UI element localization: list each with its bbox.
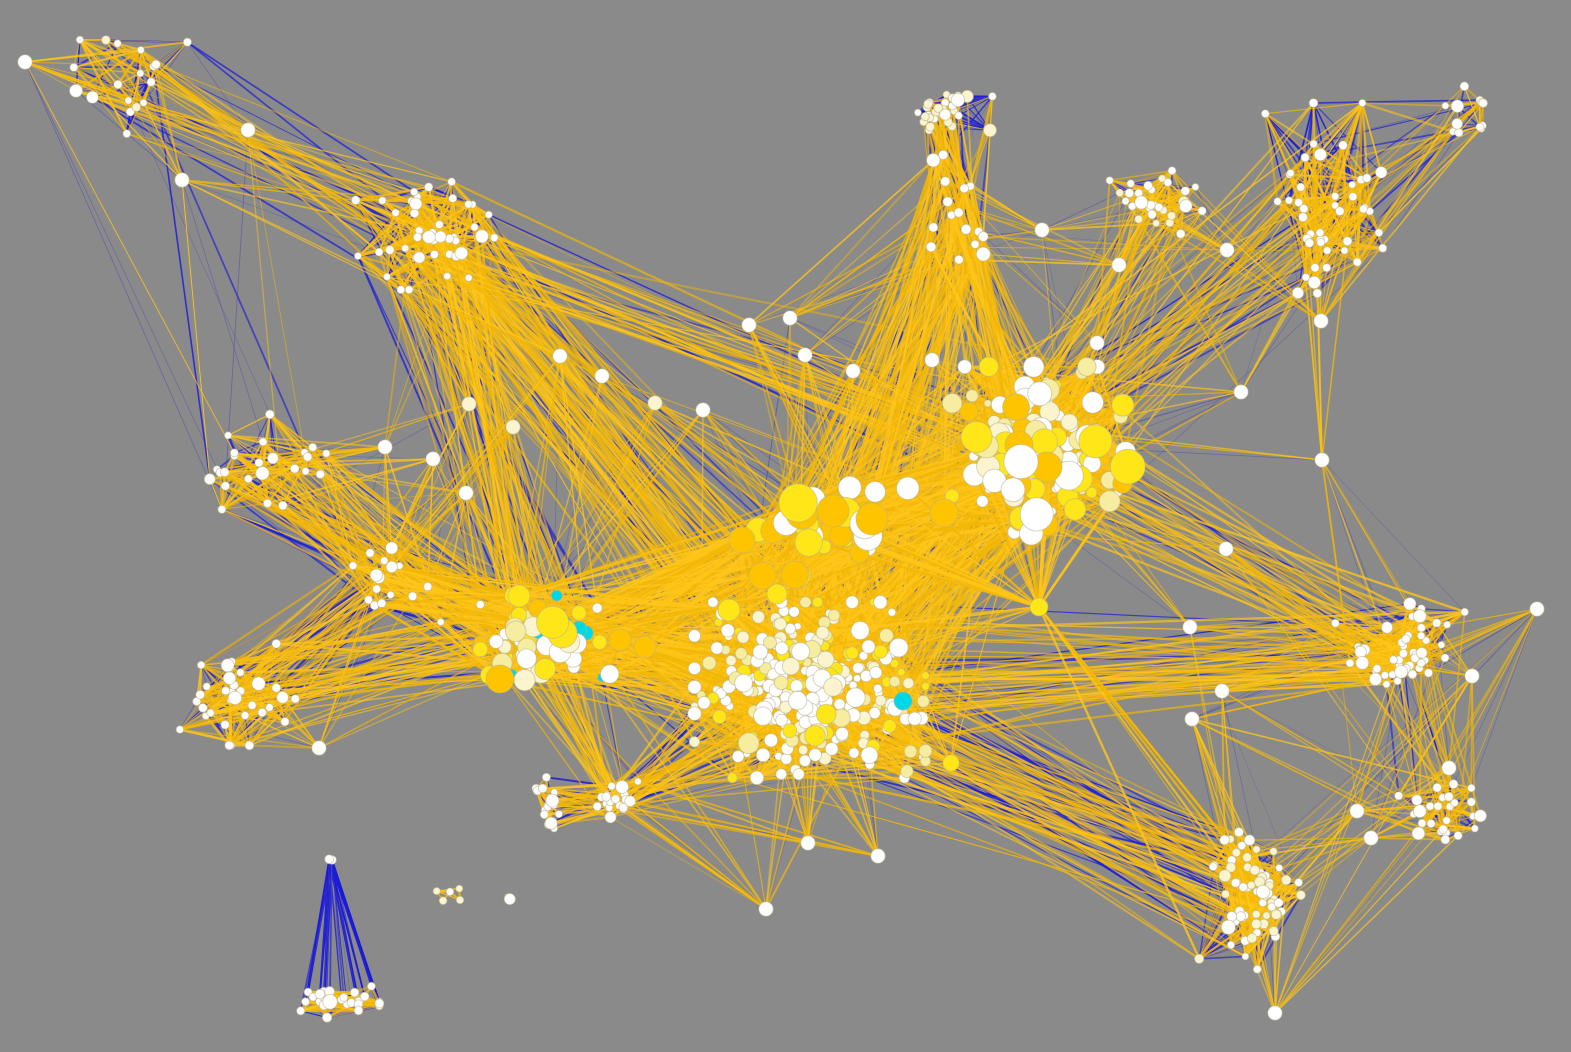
graph-edge <box>328 859 359 1005</box>
graph-edge <box>1453 608 1538 785</box>
graph-edge <box>1312 102 1353 185</box>
graph-edge <box>328 859 366 997</box>
graph-edge <box>1321 459 1465 613</box>
graph-edge <box>282 403 470 506</box>
graph-edge <box>328 858 381 1002</box>
graph-edge <box>1199 955 1246 960</box>
graph-edge <box>105 39 141 74</box>
graph-edge <box>1471 608 1538 789</box>
graph-edge <box>329 859 333 992</box>
graph-edge <box>152 66 211 480</box>
graph-edge <box>318 859 333 1002</box>
graph-edge <box>224 129 249 487</box>
graph-edge <box>759 317 791 526</box>
graph-edge <box>323 859 333 992</box>
graph-edge <box>1428 608 1538 674</box>
graph-edge <box>331 859 359 1001</box>
graph-edge <box>1313 99 1480 104</box>
graph-edge <box>234 441 264 454</box>
graph-edge <box>24 61 226 487</box>
graph-edge <box>1304 102 1315 159</box>
graph-edge <box>331 859 348 1005</box>
graph-edge <box>1122 391 1242 452</box>
graph-edge <box>1081 276 1307 374</box>
graph-edge <box>139 72 309 458</box>
graph-edge <box>24 61 223 510</box>
graph-edge <box>299 859 333 1012</box>
graph-edge <box>1277 144 1344 203</box>
graph-edge <box>1117 247 1383 494</box>
graph-edge <box>1247 608 1538 868</box>
graph-edge <box>958 95 993 117</box>
graph-edge <box>128 100 295 469</box>
graph-edge <box>1199 936 1276 960</box>
graph-edge <box>1041 192 1120 231</box>
